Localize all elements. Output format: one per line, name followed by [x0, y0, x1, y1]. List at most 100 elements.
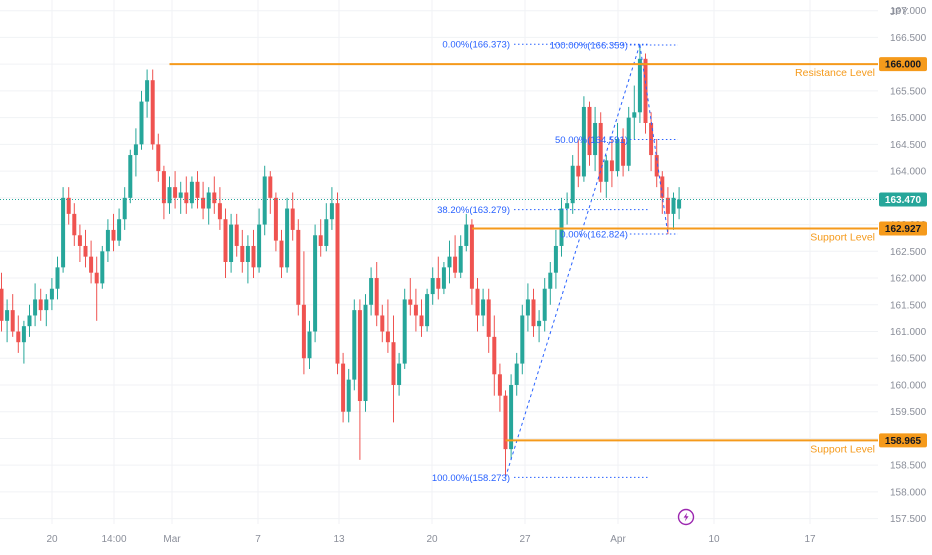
candle-body — [10, 310, 15, 332]
price-tag-value: 158.965 — [885, 436, 922, 447]
candle — [436, 256, 441, 300]
candle — [576, 139, 581, 188]
candle — [447, 240, 452, 284]
candle-body — [296, 229, 301, 305]
candle — [201, 181, 206, 220]
y-tick-label: 164.500 — [890, 140, 927, 151]
candle-body — [363, 304, 368, 402]
candle — [161, 165, 166, 220]
candle — [598, 112, 603, 193]
candle-body — [587, 106, 592, 156]
price-tag-bg — [879, 57, 927, 72]
candle — [654, 139, 659, 188]
candle — [637, 44, 642, 123]
candle — [425, 288, 430, 332]
candle-body — [475, 288, 480, 316]
candle — [156, 133, 161, 182]
candle — [245, 235, 250, 284]
candle — [184, 176, 189, 214]
candle — [341, 352, 346, 423]
candle-body — [408, 299, 413, 305]
candle-body — [402, 299, 407, 364]
candle-body — [447, 256, 452, 268]
candle-body — [397, 363, 402, 385]
last-price-tag: 163.470 — [879, 192, 927, 207]
candle — [318, 219, 323, 257]
candle-body — [122, 197, 127, 220]
candle — [481, 288, 486, 327]
candle-body — [262, 176, 267, 225]
fib-level-label: 50.00%(164.591) — [555, 135, 628, 146]
lightning-icon[interactable] — [677, 508, 695, 526]
candle — [21, 320, 26, 364]
x-tick-label: 13 — [333, 534, 345, 545]
fib-layer: 0.00%(166.373) 38.20%(163.279) 100.00%(158… — [432, 40, 678, 484]
candle — [604, 155, 609, 198]
candle — [301, 251, 306, 375]
candle-body — [307, 331, 312, 359]
candle-body — [161, 171, 166, 204]
candle — [464, 213, 469, 252]
candle-body — [268, 176, 273, 198]
time-axis[interactable]: 20 14:00 Mar 7 13 20 27 Apr 10 17 — [46, 534, 816, 545]
y-tick-label: 159.500 — [890, 407, 927, 418]
candle — [587, 101, 592, 166]
price-tag-bg — [879, 221, 927, 236]
candle-body — [251, 245, 256, 268]
candle — [391, 315, 396, 423]
candle — [419, 299, 424, 337]
candle — [66, 187, 71, 225]
candle — [324, 203, 329, 252]
candle-body — [49, 288, 54, 300]
candle-body — [593, 122, 598, 156]
candle-body — [16, 331, 21, 343]
fib-level-label: 0.00%(162.824) — [560, 229, 628, 240]
candle-body — [352, 310, 357, 380]
candle-body — [313, 235, 318, 332]
candle-body — [654, 155, 659, 177]
x-tick-label: 27 — [519, 534, 531, 545]
candle — [240, 229, 245, 273]
candle-body — [335, 203, 340, 364]
candle-body — [425, 294, 430, 327]
candle-body — [665, 197, 670, 214]
candle — [307, 320, 312, 369]
candle-body — [637, 58, 642, 113]
candle-body — [520, 315, 525, 364]
candle-body — [464, 224, 469, 246]
candle-body — [621, 139, 626, 166]
candle — [296, 219, 301, 316]
price-tag: 162.927 — [879, 221, 927, 236]
level-layer: Resistance Level Support Level Support Lev… — [169, 63, 878, 455]
candle — [257, 208, 262, 273]
candle-body — [503, 395, 508, 450]
candle-body — [570, 165, 575, 204]
candle — [632, 85, 637, 140]
candle-body — [346, 379, 351, 412]
candle-body — [195, 181, 200, 198]
candle — [660, 171, 665, 214]
candle-body — [430, 278, 435, 295]
y-tick-label: 164.000 — [890, 167, 927, 178]
candle-body — [626, 117, 631, 166]
candle — [677, 187, 682, 220]
candle-body — [240, 245, 245, 262]
candle — [145, 69, 150, 118]
candle-body — [497, 374, 502, 396]
candle — [262, 165, 267, 236]
x-tick-label: Apr — [610, 534, 626, 545]
candle — [77, 224, 82, 262]
candle — [593, 106, 598, 172]
candle-body — [413, 304, 418, 316]
y-tick-label: 160.000 — [890, 380, 927, 391]
candle — [290, 192, 295, 241]
candle-body — [167, 187, 172, 204]
candle-body — [217, 203, 222, 220]
candle-body — [553, 245, 558, 273]
candle-body — [72, 213, 77, 236]
candle — [279, 229, 284, 279]
candle — [380, 304, 385, 343]
candle-body — [44, 299, 49, 311]
fib-trendline — [505, 44, 641, 478]
